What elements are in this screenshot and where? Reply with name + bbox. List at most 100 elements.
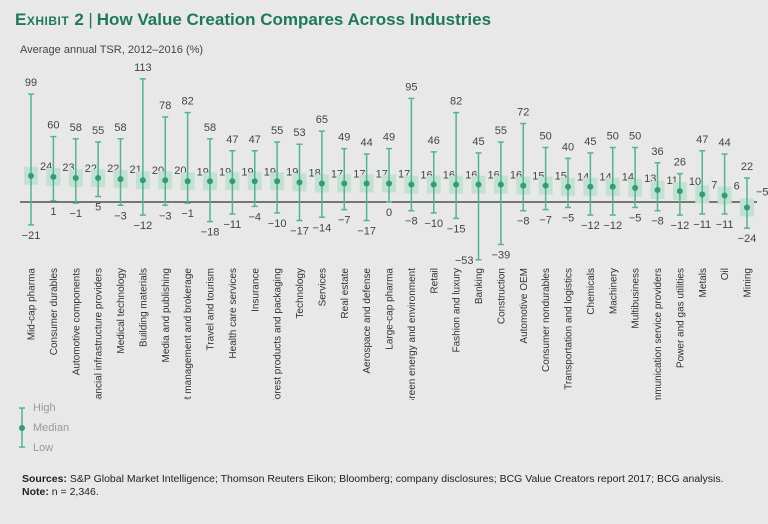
low-value-label: −11 bbox=[223, 219, 241, 231]
title-separator: | bbox=[88, 10, 93, 29]
legend-low: Low bbox=[33, 442, 54, 454]
low-value-label: −11 bbox=[693, 219, 711, 231]
high-value-label: 65 bbox=[316, 114, 328, 126]
median-dot bbox=[565, 183, 571, 190]
median-value-label: 7 bbox=[711, 179, 717, 191]
low-value-label: −1 bbox=[69, 208, 82, 220]
high-value-label: 50 bbox=[607, 131, 619, 143]
exhibit-title: How Value Creation Compares Across Indus… bbox=[96, 10, 492, 29]
median-dot bbox=[251, 178, 258, 185]
high-value-label: 58 bbox=[204, 122, 216, 134]
high-value-label: 44 bbox=[361, 137, 373, 149]
legend-range-icon bbox=[19, 407, 25, 448]
high-value-label: 55 bbox=[271, 125, 283, 137]
median-dot bbox=[721, 192, 728, 199]
category-label: Insurance bbox=[250, 268, 261, 312]
median-dot bbox=[587, 183, 594, 190]
note-line: Note: n = 2,346. bbox=[22, 486, 752, 499]
median-value-label: 10 bbox=[689, 176, 701, 188]
category-label: Metals bbox=[698, 268, 709, 297]
category-label: Medical technology bbox=[116, 268, 127, 354]
category-label: Machinery bbox=[608, 268, 619, 314]
category-label: Financial infrastructure providers bbox=[94, 268, 105, 400]
high-value-label: 72 bbox=[517, 107, 529, 119]
high-value-label: 82 bbox=[450, 96, 462, 108]
low-value-label: −7 bbox=[338, 215, 351, 227]
high-value-label: 26 bbox=[674, 157, 686, 169]
low-value-label: −8 bbox=[517, 216, 530, 228]
median-dot bbox=[654, 187, 661, 194]
low-value-label: 1 bbox=[50, 206, 56, 218]
low-value-label: −4 bbox=[248, 211, 261, 223]
category-label: Oil bbox=[720, 268, 731, 280]
high-value-label: 49 bbox=[383, 132, 395, 144]
low-value-label: −1 bbox=[181, 208, 194, 220]
high-value-label: 60 bbox=[47, 120, 59, 132]
sources-note: Sources: S&P Global Market Intelligence;… bbox=[22, 473, 752, 499]
low-value-label: −17 bbox=[290, 226, 309, 238]
low-value-label: −5 bbox=[629, 212, 642, 224]
category-label: Media and publishing bbox=[161, 268, 172, 363]
median-dot bbox=[72, 175, 79, 182]
low-value-label: −12 bbox=[671, 220, 690, 232]
low-value-label: −8 bbox=[651, 216, 664, 228]
category-label: Fashion and luxury bbox=[452, 268, 463, 353]
category-label: Chemicals bbox=[586, 268, 597, 315]
high-value-label: 47 bbox=[249, 134, 261, 146]
median-value-label: 11 bbox=[667, 175, 678, 187]
legend: High Median Low bbox=[18, 402, 138, 462]
category-label: Mid-cap pharma bbox=[27, 268, 38, 341]
low-value-label: −5 bbox=[562, 212, 575, 224]
low-value-label: −39 bbox=[492, 250, 511, 262]
legend-median: Median bbox=[33, 422, 70, 434]
low-value-label: −8 bbox=[405, 216, 418, 228]
low-value-label: 5 bbox=[95, 202, 101, 214]
low-value-label: −10 bbox=[424, 218, 443, 230]
category-label: Automotive OEM bbox=[519, 268, 530, 344]
median-dot bbox=[117, 176, 124, 183]
category-label: Building materials bbox=[138, 268, 149, 347]
low-value-label: −3 bbox=[114, 210, 127, 222]
note-label: Note: bbox=[22, 486, 49, 498]
category-label: Technology bbox=[295, 268, 306, 319]
category-label: Large-cap pharma bbox=[385, 268, 396, 350]
median-dot bbox=[207, 178, 213, 185]
low-value-label: −11 bbox=[716, 219, 734, 231]
low-value-label: −12 bbox=[603, 220, 622, 232]
low-value-label: −12 bbox=[134, 220, 153, 232]
low-value-label: −17 bbox=[357, 226, 376, 238]
high-value-label: 95 bbox=[405, 81, 417, 93]
category-label: Real estate bbox=[340, 268, 351, 319]
median-dot bbox=[408, 181, 415, 188]
high-value-label: 22 bbox=[741, 161, 753, 173]
high-value-label: 55 bbox=[495, 125, 507, 137]
low-value-label: −18 bbox=[201, 227, 220, 239]
category-label: Construction bbox=[496, 268, 507, 324]
high-value-label: 50 bbox=[540, 131, 552, 143]
note-text: n = 2,346. bbox=[48, 486, 99, 498]
median-dot bbox=[609, 183, 616, 190]
low-value-label: −3 bbox=[159, 210, 172, 222]
category-label: Asset management and brokerage bbox=[183, 268, 194, 400]
category-label: Transportation and logistics bbox=[564, 268, 575, 390]
median-dot bbox=[632, 184, 639, 191]
high-value-label: 58 bbox=[70, 122, 82, 134]
median-dot bbox=[453, 181, 460, 188]
high-value-label: 46 bbox=[428, 135, 440, 147]
median-dot bbox=[363, 180, 370, 187]
median-value-label: 6 bbox=[734, 180, 740, 192]
high-value-label: 40 bbox=[562, 141, 574, 153]
low-value-label: −24 bbox=[738, 233, 757, 245]
high-value-label: 78 bbox=[159, 100, 171, 112]
category-label: Services bbox=[317, 268, 328, 306]
median-dot bbox=[520, 182, 527, 189]
median-dot bbox=[50, 173, 57, 180]
low-value-label: −7 bbox=[539, 215, 552, 227]
exhibit-number: Exhibit 2 bbox=[15, 10, 85, 29]
median-dot bbox=[699, 191, 706, 198]
median-dot bbox=[341, 180, 348, 187]
category-label: Mining bbox=[743, 268, 754, 297]
category-label: Communication service providers bbox=[653, 268, 664, 400]
